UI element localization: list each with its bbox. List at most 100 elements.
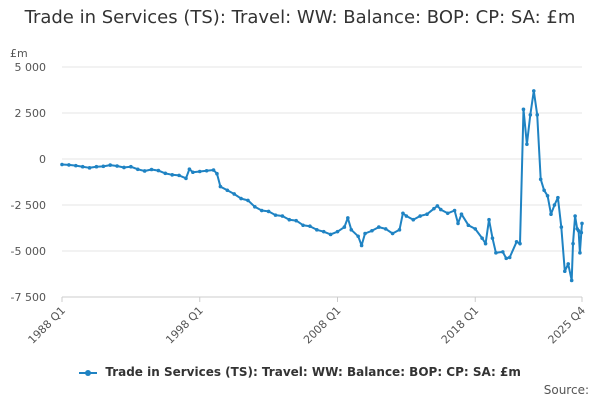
data-point	[370, 228, 374, 233]
data-point	[418, 214, 422, 218]
data-point	[246, 198, 250, 203]
data-point	[569, 278, 574, 283]
data-point	[321, 229, 326, 234]
source-label: Source:	[543, 383, 589, 397]
data-point	[308, 224, 312, 228]
data-point	[142, 169, 147, 173]
data-point	[335, 229, 340, 234]
data-point	[549, 212, 553, 216]
y-tick-label: -7 500	[11, 291, 46, 304]
legend[interactable]: Trade in Services (TS): Travel: WW: Bala…	[0, 365, 600, 379]
x-tick-label: 1988 Q1	[26, 304, 69, 347]
data-point	[445, 211, 450, 216]
data-point	[287, 217, 292, 222]
data-point	[566, 262, 571, 266]
data-point	[473, 227, 478, 231]
data-point	[518, 241, 522, 246]
data-point	[94, 164, 99, 169]
data-point	[108, 163, 113, 167]
data-point	[163, 171, 168, 176]
data-point	[359, 243, 364, 248]
data-point	[401, 211, 405, 216]
data-point	[122, 165, 126, 170]
legend-swatch-icon	[79, 368, 98, 378]
data-point	[349, 228, 354, 232]
data-point	[525, 142, 529, 147]
series-line	[61, 89, 583, 282]
data-point	[197, 169, 202, 174]
data-point	[556, 195, 560, 200]
data-point	[545, 194, 550, 198]
data-point	[315, 228, 319, 232]
data-point	[239, 196, 243, 201]
data-point	[504, 256, 509, 261]
data-point	[571, 241, 575, 246]
data-point	[204, 168, 209, 173]
data-point	[507, 255, 512, 260]
data-point	[579, 230, 584, 235]
legend-label: Trade in Services (TS): Travel: WW: Bala…	[105, 365, 521, 379]
data-point	[535, 113, 540, 117]
data-point	[538, 177, 543, 182]
data-point	[177, 173, 181, 178]
data-point	[377, 225, 381, 229]
data-point	[439, 207, 443, 212]
data-point	[466, 223, 471, 228]
data-point	[411, 217, 416, 222]
data-point	[573, 214, 577, 218]
data-point	[149, 167, 154, 172]
data-point	[397, 228, 402, 232]
data-point	[490, 236, 495, 240]
data-point	[425, 212, 429, 216]
y-tick-label: -2 500	[11, 199, 46, 212]
data-point	[328, 232, 333, 237]
data-point	[135, 167, 140, 172]
data-point	[101, 164, 106, 169]
data-point	[184, 176, 188, 181]
x-tick-label: 2008 Q1	[301, 304, 344, 347]
data-point	[115, 164, 119, 168]
data-point	[218, 184, 223, 189]
data-point	[129, 164, 133, 169]
data-point	[280, 214, 285, 218]
data-point	[253, 205, 257, 209]
data-point	[500, 250, 505, 254]
data-point	[67, 163, 71, 167]
data-point	[342, 225, 347, 229]
data-point	[232, 192, 236, 196]
data-point	[383, 227, 388, 231]
data-point	[542, 188, 546, 193]
data-point	[156, 168, 161, 173]
data-point	[521, 107, 526, 112]
data-point	[301, 223, 305, 228]
data-point	[346, 216, 350, 220]
data-point	[552, 203, 557, 207]
y-tick-label: -5 000	[11, 245, 46, 258]
x-tick-label: 1998 Q1	[163, 304, 206, 347]
data-point	[459, 212, 464, 216]
data-point	[73, 163, 78, 168]
chart-title: Trade in Services (TS): Travel: WW: Bala…	[24, 7, 576, 28]
data-point	[562, 269, 567, 274]
y-tick-label: 2 500	[15, 107, 47, 120]
data-point	[294, 218, 298, 223]
data-point	[60, 162, 64, 167]
y-tick-label: 5 000	[15, 61, 47, 74]
x-tick-label: 2025 Q4	[546, 304, 589, 347]
data-point	[514, 240, 519, 244]
data-point	[187, 167, 192, 171]
data-point	[483, 241, 488, 246]
data-point	[87, 166, 92, 170]
data-point	[80, 164, 85, 169]
data-point	[531, 89, 536, 93]
data-point	[363, 231, 367, 236]
data-point	[576, 228, 581, 233]
data-point	[356, 234, 360, 239]
y-axis-unit: £m	[10, 47, 28, 60]
data-point	[578, 251, 582, 255]
data-point	[580, 221, 584, 226]
data-point	[456, 221, 460, 226]
y-tick-label: 0	[39, 153, 46, 166]
data-point	[211, 168, 216, 172]
